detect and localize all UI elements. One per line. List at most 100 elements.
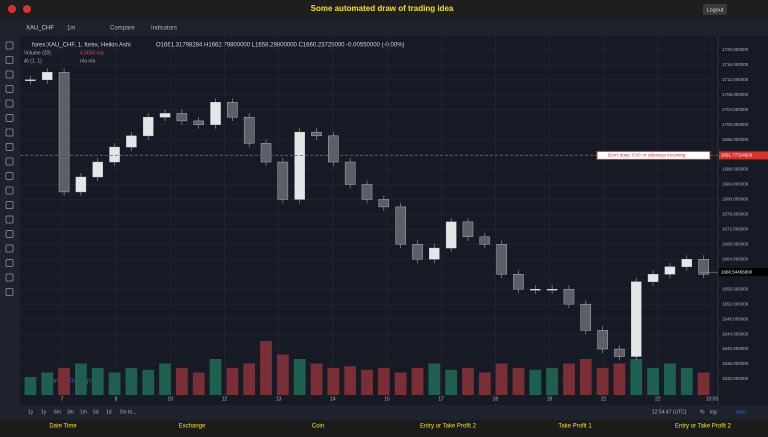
volume-bar bbox=[175, 368, 188, 395]
compare[interactable]: Compare bbox=[110, 26, 135, 32]
volume-bar bbox=[377, 368, 390, 395]
candle bbox=[193, 120, 204, 125]
candle bbox=[412, 244, 423, 260]
volume-bar bbox=[293, 359, 306, 395]
volume-bar bbox=[664, 363, 676, 395]
candle bbox=[328, 135, 339, 163]
candle bbox=[580, 303, 592, 331]
y-tick-label: 1644.000000 bbox=[722, 331, 749, 336]
logout[interactable]: Logout bbox=[707, 7, 724, 13]
volume-bar bbox=[276, 354, 289, 395]
candle bbox=[647, 274, 659, 282]
bottom-bar bbox=[20, 405, 768, 420]
x-tick-label: 21 bbox=[601, 396, 607, 402]
range-button[interactable]: 1y bbox=[28, 409, 34, 415]
volume-bar bbox=[495, 363, 508, 395]
y-tick-label: 1704.000000 bbox=[722, 107, 749, 112]
volume-bar bbox=[209, 359, 222, 395]
volume-bar bbox=[159, 363, 171, 395]
y-tick-label: 1712.000000 bbox=[722, 77, 749, 82]
tool-icon bbox=[5, 201, 14, 209]
volume-bar bbox=[697, 372, 710, 395]
footer-label: Coin bbox=[312, 424, 324, 430]
interval[interactable]: 1m bbox=[67, 26, 75, 32]
y-tick-label: 1688.000000 bbox=[722, 167, 749, 172]
range-button[interactable]: 5d bbox=[93, 409, 99, 415]
volume-bar bbox=[108, 372, 121, 395]
y-tick-label: 1676.000000 bbox=[722, 212, 749, 217]
volume-bar bbox=[125, 368, 138, 395]
x-tick-label: 18 bbox=[493, 396, 499, 402]
tool-icon bbox=[5, 85, 14, 93]
footer-label: Take Profit 1 bbox=[558, 424, 592, 430]
legend-volume-value: 4.0030 n/a bbox=[80, 50, 104, 56]
note: Don't draw, CVC or sideways incoming bbox=[608, 153, 686, 158]
plot bbox=[20, 36, 718, 405]
candle bbox=[631, 281, 642, 357]
y-tick-label: 1640.000000 bbox=[722, 346, 749, 351]
tool-icon bbox=[5, 114, 14, 122]
x-tick-label: 14 bbox=[330, 396, 336, 402]
log: log bbox=[710, 409, 717, 415]
volume-bar bbox=[512, 368, 525, 395]
legend-ai: AI (1, 1) bbox=[24, 58, 42, 64]
tool-icon bbox=[5, 172, 14, 180]
symbol[interactable]: XAU_CHF bbox=[26, 26, 54, 32]
candle bbox=[277, 161, 289, 200]
pct: % bbox=[700, 409, 705, 415]
candle bbox=[260, 143, 272, 163]
line-label: 1691.77324826 bbox=[721, 153, 753, 158]
volume-bar bbox=[75, 363, 87, 395]
volume-bar bbox=[596, 368, 609, 395]
candle bbox=[445, 221, 457, 249]
top-bar bbox=[0, 0, 768, 18]
tool-icon bbox=[5, 288, 14, 296]
icon[interactable] bbox=[23, 5, 31, 13]
volume-bar bbox=[613, 363, 626, 395]
candle bbox=[681, 259, 693, 267]
tool-icon bbox=[5, 230, 14, 238]
y-tick-label: 1636.000000 bbox=[722, 361, 749, 366]
candle bbox=[344, 161, 356, 185]
indicators[interactable]: Indicators bbox=[151, 26, 177, 32]
range-button[interactable]: 6m bbox=[54, 409, 61, 415]
footer-label: Date Time bbox=[49, 424, 77, 430]
y-tick-label: 1652.000000 bbox=[722, 301, 749, 306]
candle bbox=[126, 135, 137, 148]
volume-bar bbox=[411, 368, 424, 395]
volume-bar bbox=[327, 368, 340, 395]
y-tick-label: 1700.000000 bbox=[722, 122, 749, 127]
volume-bar bbox=[680, 368, 693, 395]
tool-icon bbox=[5, 128, 14, 137]
candle bbox=[614, 348, 625, 357]
auto: auto bbox=[736, 409, 746, 415]
legend-ohlc: O1661.31798284 H1662.79800000 L1658.2980… bbox=[156, 43, 405, 49]
candle bbox=[395, 206, 406, 245]
legend-symbol: forex:XAU_CHF, 1, forex, Heikin Ashi bbox=[32, 43, 131, 49]
candle bbox=[513, 274, 524, 290]
y-tick-label: 1716.000000 bbox=[722, 62, 749, 67]
range-button[interactable]: 1m bbox=[80, 409, 87, 415]
tool-icon bbox=[5, 186, 14, 195]
candle bbox=[210, 101, 221, 125]
range-button[interactable]: 1d bbox=[106, 409, 112, 415]
x-tick-label: 17 bbox=[438, 396, 444, 402]
legend-volume: Volume (20) bbox=[24, 50, 51, 56]
volume-bar bbox=[344, 366, 357, 395]
y-tick-label: 1668.000000 bbox=[722, 241, 749, 246]
line-label-bg bbox=[719, 151, 768, 160]
volume-bar bbox=[142, 369, 155, 395]
footer-label: Entry or Take Profit 2 bbox=[420, 424, 477, 430]
y-tick-label: 1708.000000 bbox=[722, 92, 749, 97]
logout-button[interactable] bbox=[703, 4, 727, 15]
volume-bar bbox=[546, 368, 559, 395]
tool-icon bbox=[5, 273, 14, 282]
range-button[interactable]: 3m bbox=[67, 409, 74, 415]
icon[interactable] bbox=[8, 5, 16, 13]
volume-bar bbox=[41, 372, 54, 395]
range-button[interactable]: 1y bbox=[41, 409, 47, 415]
volume-bar bbox=[445, 369, 458, 395]
y-tick-label: 1720.000000 bbox=[722, 47, 749, 52]
volume-bar bbox=[58, 368, 70, 395]
